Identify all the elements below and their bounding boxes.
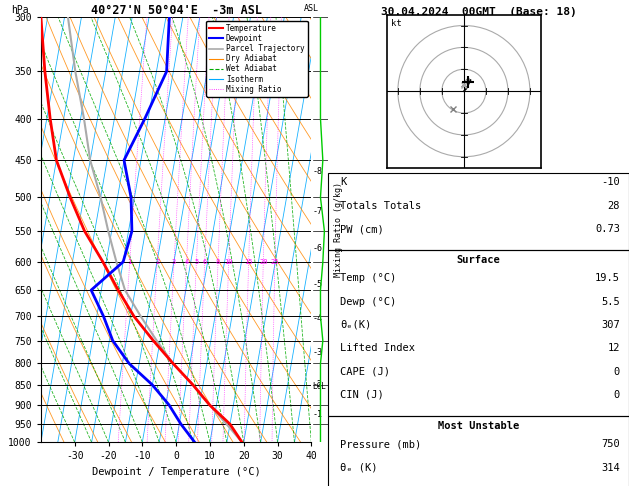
Text: 30.04.2024  00GMT  (Base: 18): 30.04.2024 00GMT (Base: 18) (381, 7, 577, 17)
Text: -4: -4 (313, 314, 323, 323)
Bar (328, 250, 629, 416)
Text: 0.73: 0.73 (595, 224, 620, 234)
Text: 6: 6 (203, 259, 207, 265)
Text: 19.5: 19.5 (595, 273, 620, 283)
Text: 28: 28 (608, 201, 620, 211)
Text: θₑ(K): θₑ(K) (340, 320, 372, 330)
Text: 1: 1 (128, 259, 132, 265)
X-axis label: Dewpoint / Temperature (°C): Dewpoint / Temperature (°C) (92, 467, 260, 477)
Text: 25: 25 (270, 259, 279, 265)
Text: 20: 20 (259, 259, 267, 265)
Text: Dewp (°C): Dewp (°C) (340, 296, 397, 307)
Text: Lifted Index: Lifted Index (340, 343, 415, 353)
Text: 5.5: 5.5 (601, 296, 620, 307)
Text: 0: 0 (614, 390, 620, 400)
Text: 12: 12 (608, 343, 620, 353)
Text: θₑ (K): θₑ (K) (340, 463, 378, 472)
Text: hPa: hPa (11, 5, 29, 15)
Text: -5: -5 (313, 280, 323, 289)
Text: Temp (°C): Temp (°C) (340, 273, 397, 283)
Text: 307: 307 (601, 320, 620, 330)
Text: -6: -6 (313, 244, 323, 253)
Text: 10: 10 (225, 259, 233, 265)
Text: 750: 750 (601, 439, 620, 449)
Text: 0: 0 (614, 366, 620, 377)
Text: -1: -1 (313, 410, 323, 419)
Text: PW (cm): PW (cm) (340, 224, 384, 234)
Text: K: K (340, 177, 347, 188)
Text: 2: 2 (155, 259, 159, 265)
Text: Totals Totals: Totals Totals (340, 201, 421, 211)
Title: 40°27'N 50°04'E  -3m ASL: 40°27'N 50°04'E -3m ASL (91, 4, 262, 17)
Bar (328, 173, 629, 250)
Text: -3: -3 (313, 347, 323, 357)
Text: Mixing Ratio (g/kg): Mixing Ratio (g/kg) (335, 182, 343, 277)
Text: LCL: LCL (313, 382, 326, 391)
Text: kt: kt (391, 19, 402, 28)
Text: 8: 8 (216, 259, 220, 265)
Text: 3: 3 (172, 259, 176, 265)
Text: Surface: Surface (457, 255, 501, 265)
Text: 5: 5 (194, 259, 199, 265)
Text: -7: -7 (313, 207, 323, 216)
Text: -2: -2 (313, 381, 323, 389)
Text: CAPE (J): CAPE (J) (340, 366, 391, 377)
Text: 314: 314 (601, 463, 620, 472)
Bar (328, 416, 629, 486)
Text: 4: 4 (184, 259, 189, 265)
Text: -8: -8 (313, 167, 323, 176)
Text: km
ASL: km ASL (304, 0, 319, 13)
Text: Pressure (mb): Pressure (mb) (340, 439, 421, 449)
Text: CIN (J): CIN (J) (340, 390, 384, 400)
Text: 15: 15 (245, 259, 253, 265)
Text: Most Unstable: Most Unstable (438, 420, 520, 431)
Legend: Temperature, Dewpoint, Parcel Trajectory, Dry Adiabat, Wet Adiabat, Isotherm, Mi: Temperature, Dewpoint, Parcel Trajectory… (206, 21, 308, 97)
Text: -10: -10 (601, 177, 620, 188)
